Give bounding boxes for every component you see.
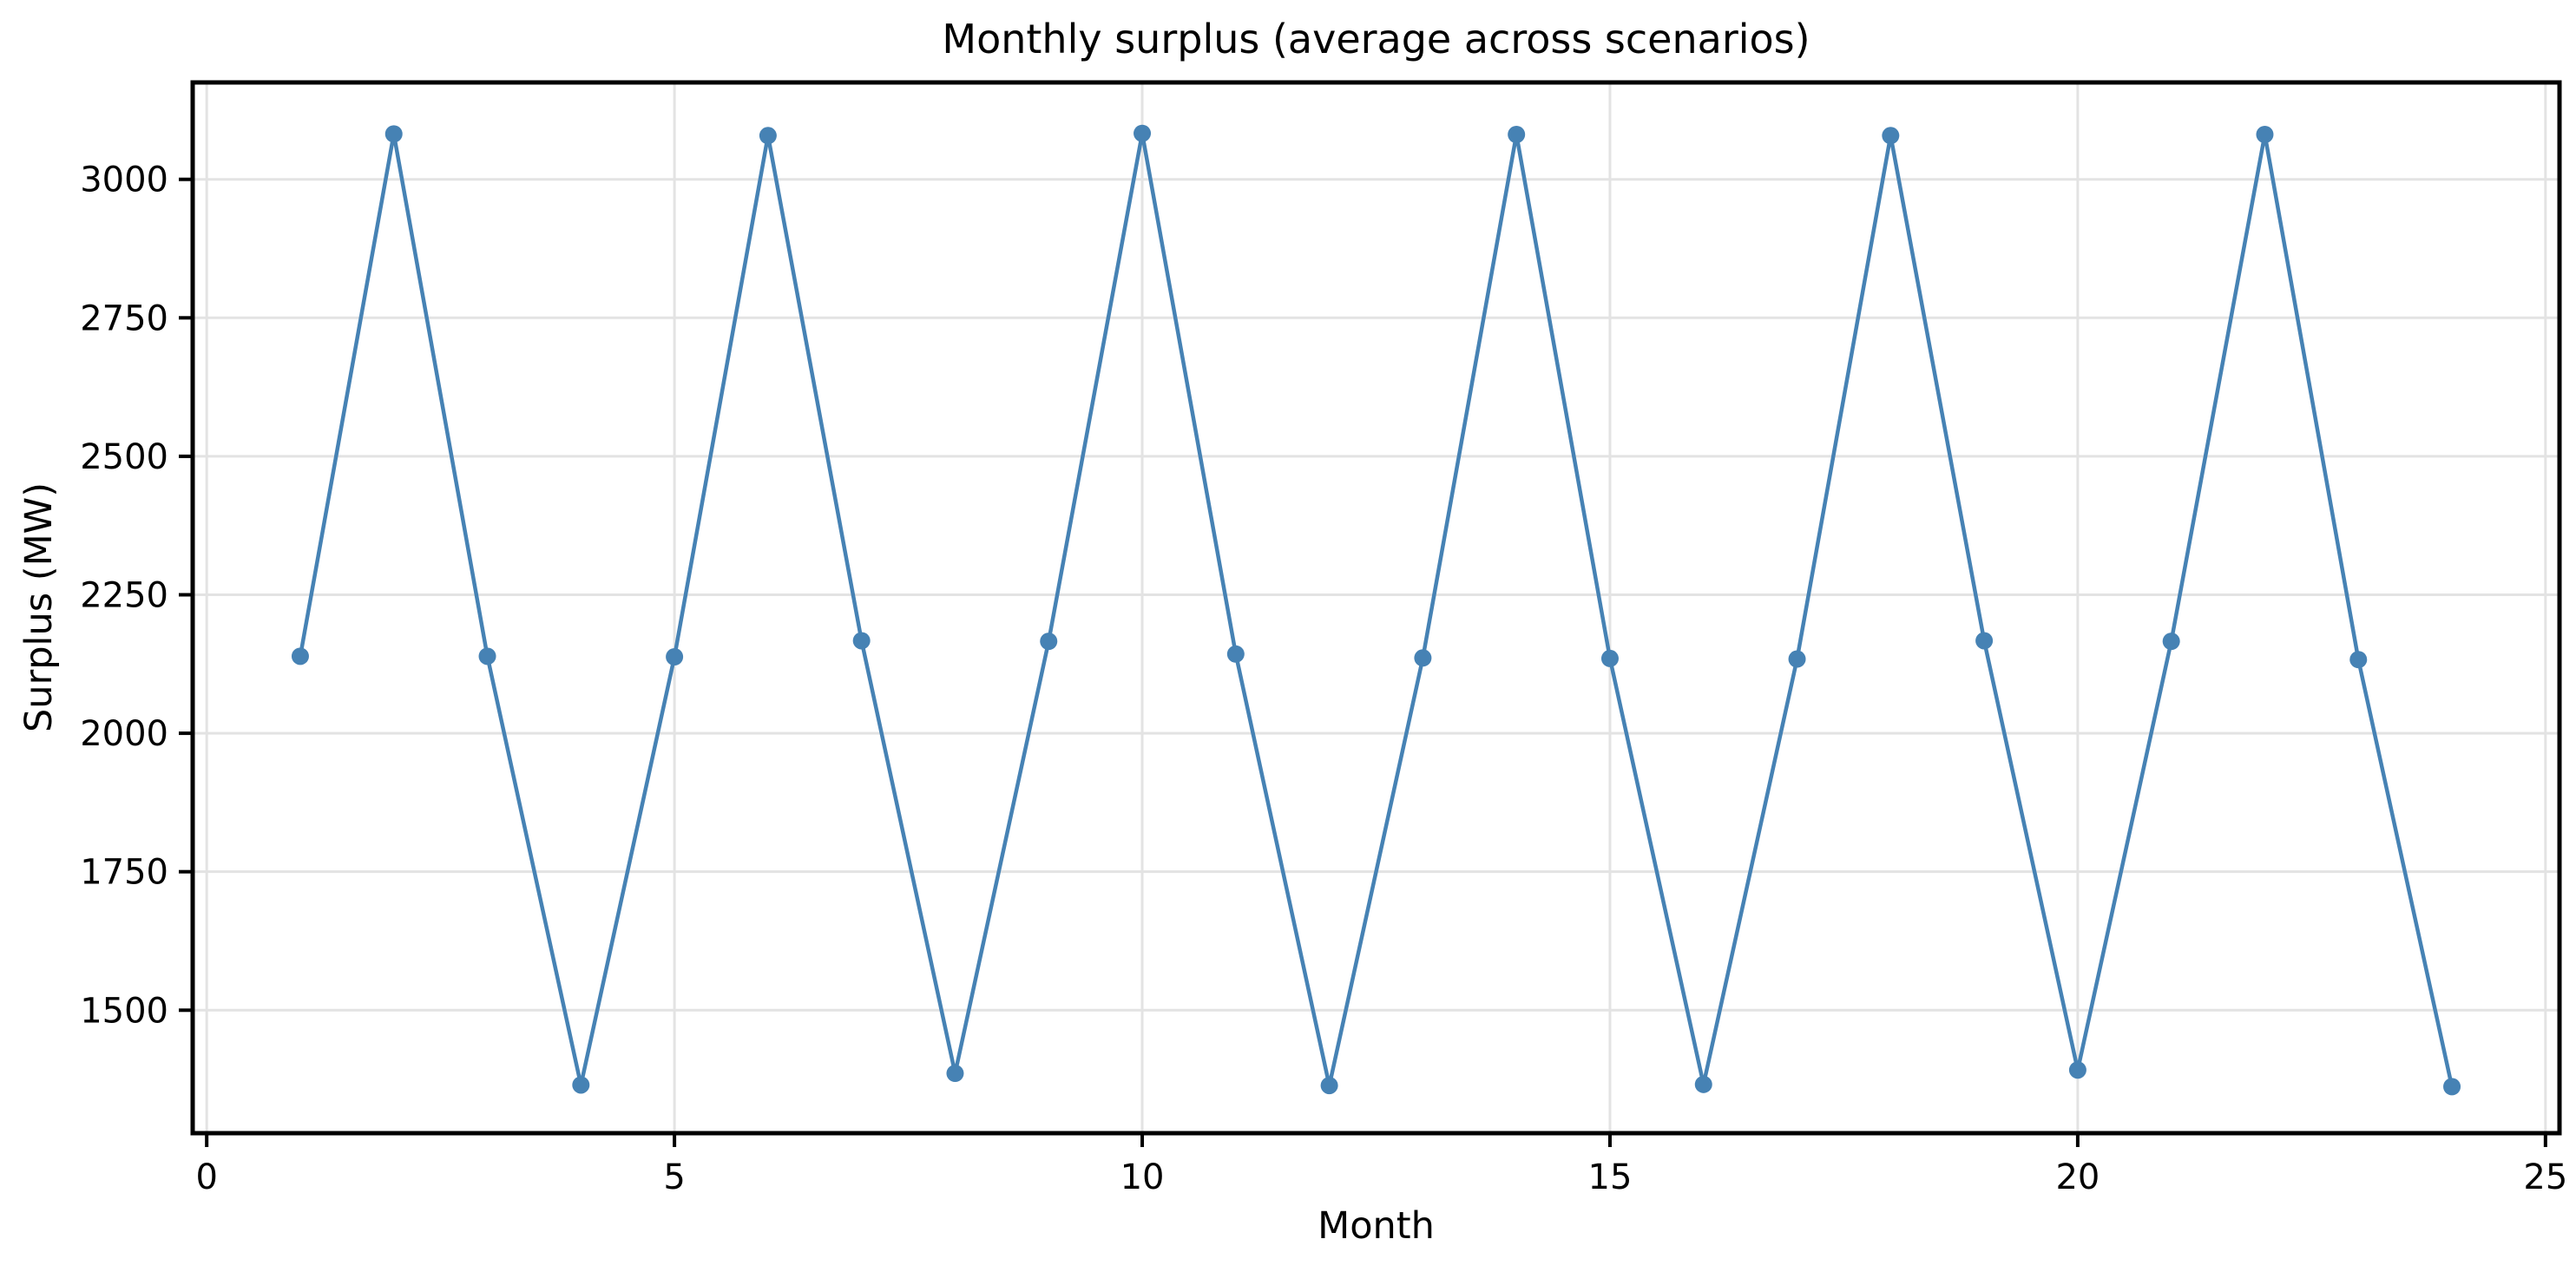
data-point-month-18 (1882, 127, 1900, 145)
data-point-month-9 (1040, 633, 1058, 651)
y-tick-label-3000: 3000 (80, 161, 168, 200)
data-point-month-4 (572, 1076, 590, 1094)
data-point-month-24 (2443, 1078, 2461, 1096)
data-point-month-2 (384, 125, 403, 143)
data-point-month-19 (1975, 632, 1994, 650)
y-tick-label-1750: 1750 (80, 853, 168, 893)
data-point-month-8 (946, 1065, 964, 1083)
y-tick-label-2500: 2500 (80, 437, 168, 477)
x-tick-label-25: 25 (2523, 1157, 2567, 1197)
x-tick-label-0: 0 (195, 1157, 217, 1197)
data-point-month-1 (291, 647, 309, 666)
data-point-month-6 (759, 127, 777, 145)
data-point-month-10 (1134, 124, 1152, 142)
y-tick-label-2250: 2250 (80, 575, 168, 615)
x-tick-label-10: 10 (1120, 1157, 1165, 1197)
x-tick-label-5: 5 (663, 1157, 685, 1197)
plot-border (190, 80, 2562, 1136)
data-point-month-23 (2349, 651, 2368, 669)
chart-title: Monthly surplus (average across scenario… (942, 16, 1810, 62)
data-point-month-13 (1414, 649, 1432, 667)
data-point-month-3 (478, 647, 496, 666)
data-point-month-14 (1508, 126, 1526, 144)
data-point-month-17 (1788, 650, 1806, 668)
data-point-month-7 (852, 632, 871, 650)
data-point-month-11 (1226, 645, 1245, 663)
data-point-month-15 (1600, 649, 1619, 667)
data-point-month-12 (1320, 1077, 1338, 1095)
data-point-month-20 (2068, 1061, 2086, 1079)
y-tick-label-2750: 2750 (80, 298, 168, 338)
data-point-month-16 (1694, 1075, 1712, 1093)
x-tick-label-20: 20 (2055, 1157, 2100, 1197)
x-axis-label: Month (1318, 1204, 1435, 1248)
surplus-line-series (298, 131, 2454, 1089)
data-point-month-22 (2256, 126, 2274, 144)
data-point-month-5 (666, 647, 684, 666)
x-tick-label-15: 15 (1588, 1157, 1633, 1197)
data-point-month-21 (2162, 633, 2180, 651)
y-axis-label: Surplus (MW) (17, 482, 61, 732)
y-tick-label-2000: 2000 (80, 714, 168, 754)
y-tick-label-1500: 1500 (80, 991, 168, 1031)
